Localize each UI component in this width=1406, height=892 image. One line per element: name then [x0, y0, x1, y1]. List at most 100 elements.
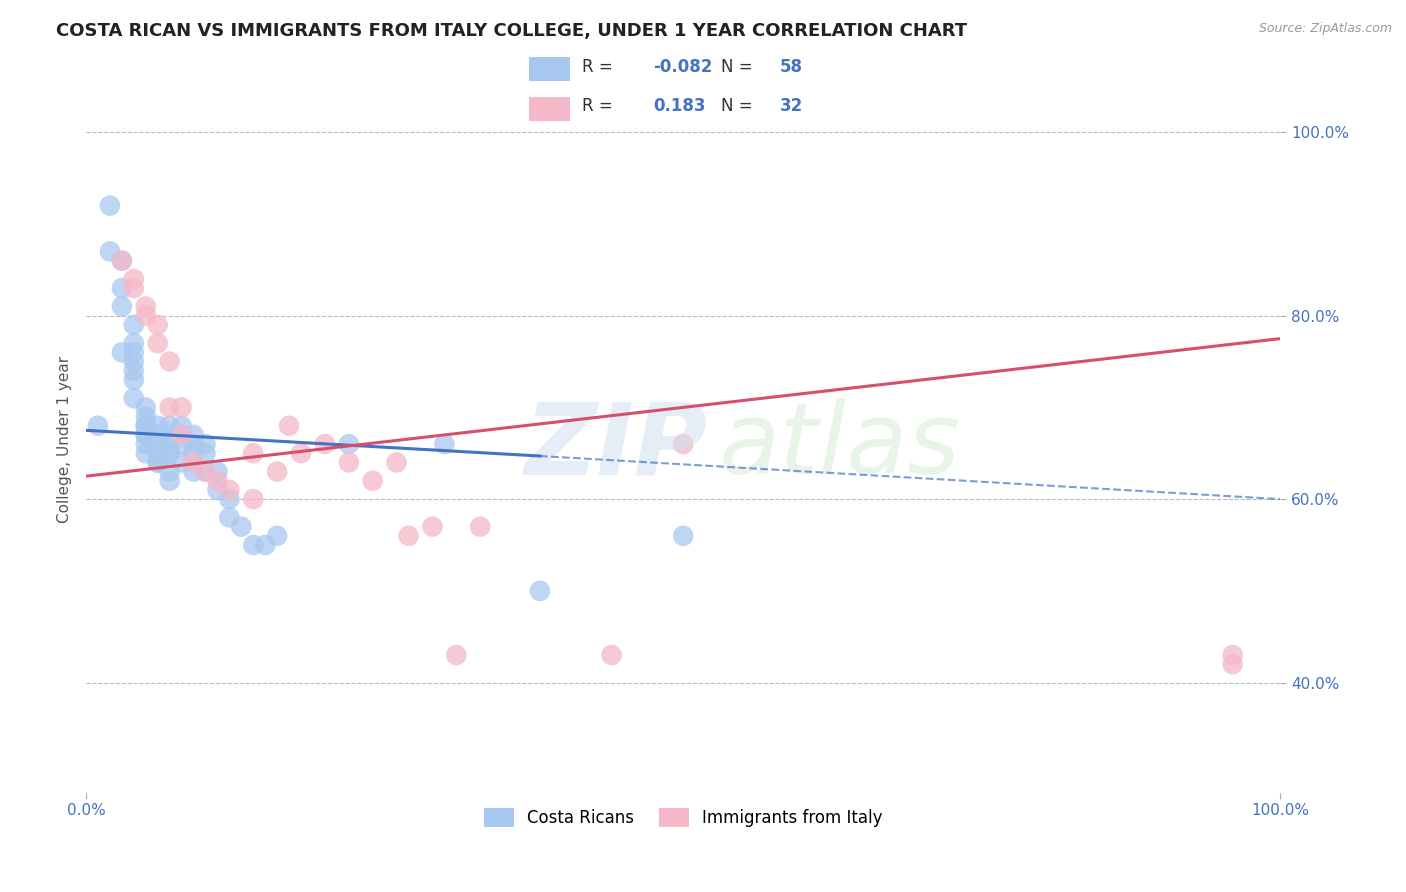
Point [170, 401, 193, 415]
Text: N =: N = [721, 59, 758, 77]
Point [207, 474, 229, 488]
Point [111, 253, 134, 268]
Point [122, 354, 145, 368]
Point [1222, 657, 1244, 672]
Point [529, 583, 551, 598]
Point [194, 465, 217, 479]
Point [111, 300, 134, 314]
Point [135, 309, 157, 323]
Point [135, 418, 157, 433]
Text: N =: N = [721, 97, 758, 115]
Point [146, 446, 169, 460]
Point [337, 455, 360, 469]
Point [183, 437, 205, 451]
Point [314, 437, 336, 451]
Point [122, 272, 145, 286]
Point [194, 437, 217, 451]
Y-axis label: College, Under 1 year: College, Under 1 year [58, 356, 72, 523]
Point [170, 428, 193, 442]
Point [1222, 648, 1244, 662]
Point [146, 318, 169, 332]
Text: 32: 32 [780, 97, 803, 115]
Point [266, 529, 288, 543]
Point [218, 492, 240, 507]
Text: R =: R = [582, 97, 619, 115]
Point [135, 300, 157, 314]
Point [183, 446, 205, 460]
Text: Source: ZipAtlas.com: Source: ZipAtlas.com [1258, 22, 1392, 36]
Point [122, 281, 145, 295]
Point [146, 455, 169, 469]
Point [398, 529, 420, 543]
Point [146, 418, 169, 433]
Point [122, 364, 145, 378]
Point [422, 519, 444, 533]
Point [278, 418, 301, 433]
Point [122, 318, 145, 332]
Point [194, 446, 217, 460]
Point [146, 428, 169, 442]
Text: 58: 58 [780, 59, 803, 77]
Point [135, 446, 157, 460]
Point [146, 336, 169, 351]
Point [135, 401, 157, 415]
Text: R =: R = [582, 59, 619, 77]
Point [207, 483, 229, 497]
Point [135, 428, 157, 442]
Point [111, 281, 134, 295]
Point [337, 437, 360, 451]
Point [98, 244, 121, 259]
Point [111, 345, 134, 359]
Point [231, 519, 253, 533]
Point [159, 446, 181, 460]
Point [159, 428, 181, 442]
Point [170, 455, 193, 469]
Point [385, 455, 408, 469]
Point [135, 418, 157, 433]
Point [135, 409, 157, 424]
Point [433, 437, 456, 451]
Point [159, 465, 181, 479]
Point [600, 648, 623, 662]
Point [159, 446, 181, 460]
Point [146, 437, 169, 451]
Point [361, 474, 384, 488]
Point [135, 428, 157, 442]
Point [672, 529, 695, 543]
Point [183, 465, 205, 479]
Point [122, 373, 145, 387]
Point [122, 345, 145, 359]
Point [122, 336, 145, 351]
Point [98, 198, 121, 212]
Point [194, 465, 217, 479]
Point [242, 538, 264, 552]
Point [159, 354, 181, 368]
Point [159, 437, 181, 451]
Text: -0.082: -0.082 [652, 59, 713, 77]
Text: atlas: atlas [718, 398, 960, 495]
Point [135, 437, 157, 451]
Point [470, 519, 492, 533]
Point [446, 648, 468, 662]
Point [122, 391, 145, 405]
Point [218, 483, 240, 497]
Point [183, 455, 205, 469]
Point [87, 418, 110, 433]
Legend: Costa Ricans, Immigrants from Italy: Costa Ricans, Immigrants from Italy [477, 801, 890, 834]
Point [146, 455, 169, 469]
Point [170, 428, 193, 442]
Point [266, 465, 288, 479]
Bar [529, 57, 571, 81]
Point [159, 401, 181, 415]
Point [159, 418, 181, 433]
Text: ZIP: ZIP [524, 398, 707, 495]
Point [242, 446, 264, 460]
Text: 0.183: 0.183 [652, 97, 706, 115]
Point [170, 418, 193, 433]
Point [290, 446, 312, 460]
Point [159, 474, 181, 488]
Point [183, 428, 205, 442]
Point [672, 437, 695, 451]
Point [254, 538, 277, 552]
Point [242, 492, 264, 507]
